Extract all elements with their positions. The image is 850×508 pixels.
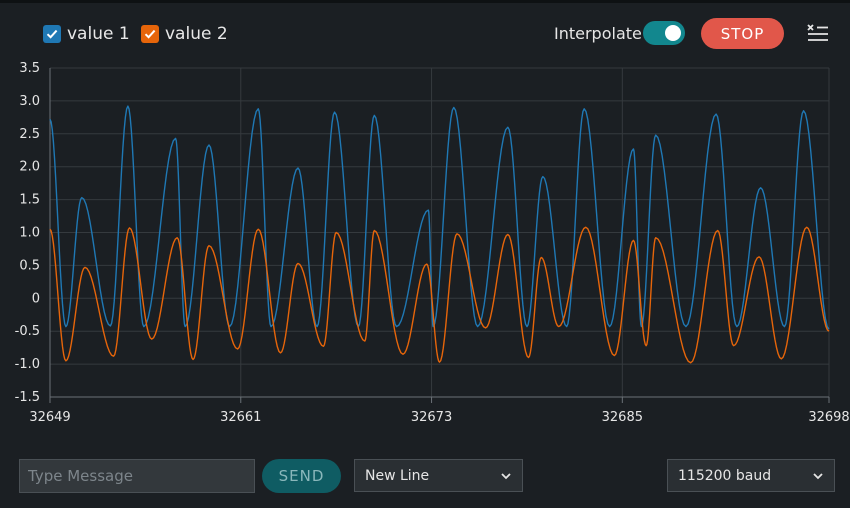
legend-value1[interactable]: value 1 [43, 23, 130, 45]
x-axis-ticks: 32649 32661 32673 32685 32698 [29, 410, 849, 425]
x-tick-label: 32673 [411, 410, 452, 425]
y-tick-label: -0.5 [15, 324, 40, 339]
y-tick-label: -1.5 [15, 390, 40, 405]
y-axis-ticks: 3.5 3.0 2.5 2.0 1.5 1.0 0.5 0 -0.5 -1.0 -1.5 [15, 61, 40, 405]
series-lines [49, 105, 830, 364]
series-line-value2 [49, 226, 830, 364]
stop-button[interactable]: STOP [701, 18, 784, 49]
check-icon [144, 29, 156, 39]
y-tick-label: 2.0 [19, 160, 40, 175]
x-tick-label: 32649 [29, 410, 70, 425]
interpolate-label: Interpolate [554, 24, 642, 43]
checkbox-value2[interactable] [141, 25, 159, 43]
y-tick-label: 1.5 [19, 193, 40, 208]
grid [49, 67, 830, 403]
chevron-down-icon [501, 473, 511, 480]
x-tick-label: 32685 [602, 410, 643, 425]
y-tick-label: 0 [32, 291, 40, 306]
line-ending-value: New Line [365, 467, 430, 484]
y-tick-label: 3.5 [19, 61, 40, 76]
y-tick-label: 0.5 [19, 258, 40, 273]
send-button[interactable]: SEND [262, 459, 341, 493]
y-tick-label: 1.0 [19, 226, 40, 241]
check-icon [46, 29, 58, 39]
series-line-value1 [49, 105, 830, 330]
window-top-border [0, 0, 850, 3]
baud-rate-select[interactable]: 115200 baud [667, 459, 835, 492]
legend-label-value1: value 1 [67, 24, 130, 44]
chevron-down-icon [813, 473, 823, 480]
x-tick-label: 32698 [808, 410, 849, 425]
toggle-knob [665, 25, 681, 41]
interpolate-toggle[interactable] [643, 21, 685, 45]
x-tick-label: 32661 [220, 410, 261, 425]
serial-input-bar: SEND New Line 115200 baud [0, 440, 850, 508]
clear-output-icon[interactable] [806, 23, 830, 45]
message-input[interactable] [19, 459, 255, 493]
line-ending-select[interactable]: New Line [354, 459, 523, 492]
plotter-toolbar: value 1 value 2 Interpolate STOP [0, 3, 850, 59]
y-tick-label: 2.5 [19, 127, 40, 142]
y-tick-label: -1.0 [15, 357, 40, 372]
legend-value2[interactable]: value 2 [141, 23, 228, 45]
y-tick-label: 3.0 [19, 94, 40, 109]
baud-rate-value: 115200 baud [678, 467, 772, 484]
plot-area: 3.5 3.0 2.5 2.0 1.5 1.0 0.5 0 -0.5 -1.0 -1.5 32649… [15, 61, 850, 425]
legend-label-value2: value 2 [165, 24, 228, 44]
checkbox-value1[interactable] [43, 25, 61, 43]
